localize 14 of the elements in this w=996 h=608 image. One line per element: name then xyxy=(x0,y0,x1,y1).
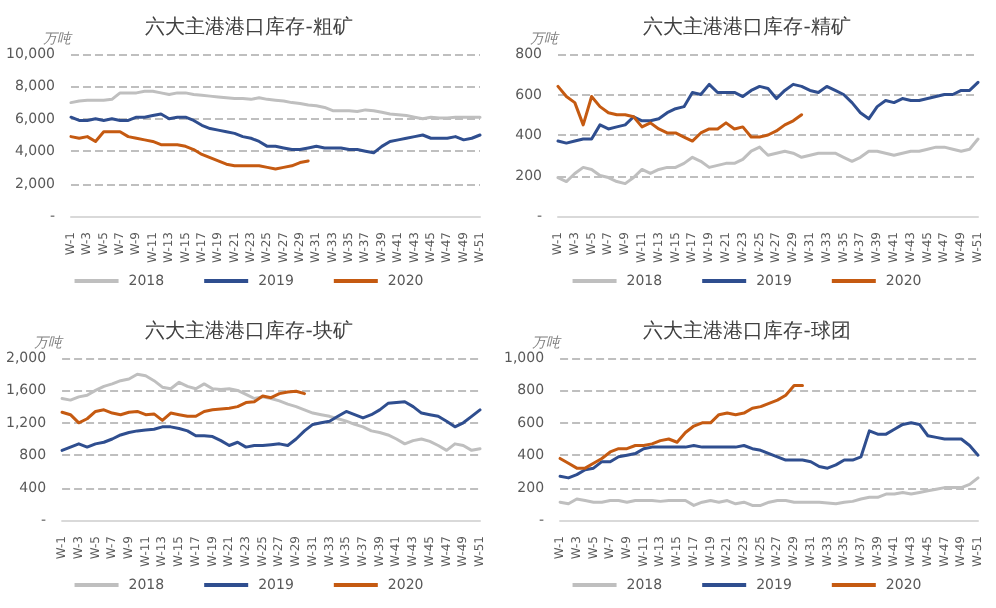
line-series xyxy=(60,372,482,452)
chart-title: 六大主港港口库存-块矿 xyxy=(145,319,353,343)
line-series xyxy=(556,80,980,145)
line-series xyxy=(60,400,482,452)
line-series xyxy=(69,130,310,171)
line-series xyxy=(556,84,804,143)
line-series xyxy=(60,389,306,425)
chart-title: 六大主港港口库存-粗矿 xyxy=(145,15,353,39)
line-series xyxy=(558,421,980,480)
chart-title: 六大主港港口库存-精矿 xyxy=(643,15,851,39)
chart-title: 六大主港港口库存-球团 xyxy=(643,319,851,343)
line-series xyxy=(69,112,482,155)
line-series xyxy=(558,384,804,470)
line-series xyxy=(558,476,980,507)
